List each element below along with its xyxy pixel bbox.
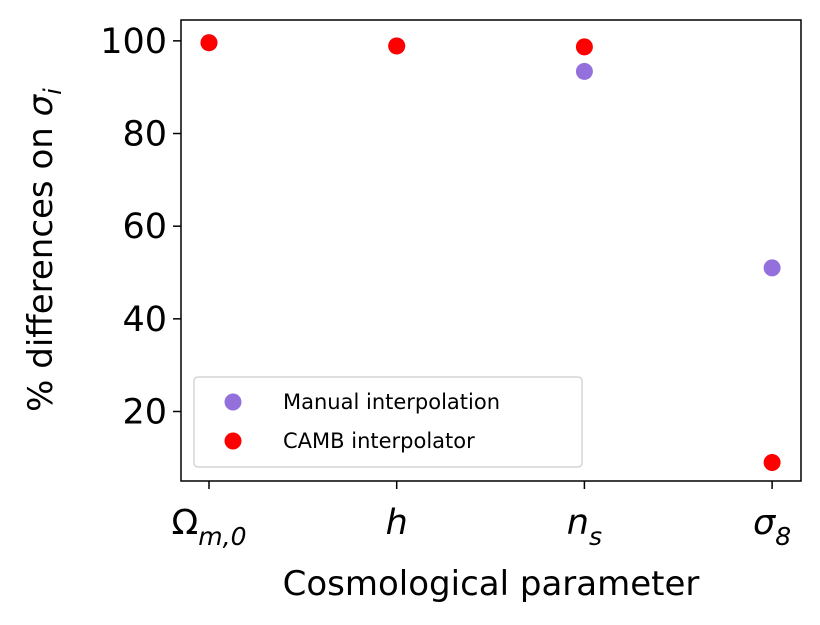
point-camb-interpolator-3 xyxy=(763,453,781,471)
x-tick-label-1: h xyxy=(386,503,408,543)
data-points xyxy=(200,34,781,471)
x-tick-label-3: σ8 xyxy=(753,503,791,551)
y-tick-label-20: 20 xyxy=(122,393,167,433)
point-manual-interpolation-2 xyxy=(575,62,593,80)
legend-marker-manual-interpolation xyxy=(224,393,242,411)
legend-label-manual-interpolation: Manual interpolation xyxy=(283,390,500,414)
x-tick-label-2: ns xyxy=(567,503,602,551)
legend-box xyxy=(193,376,583,468)
x-axis-label: Cosmological parameter xyxy=(283,564,700,604)
plot-frame xyxy=(180,19,802,482)
point-camb-interpolator-0 xyxy=(200,34,218,52)
legend-marker-camb-interpolator xyxy=(224,432,242,450)
legend: Manual interpolation CAMB interpolator xyxy=(193,376,583,468)
point-camb-interpolator-2 xyxy=(575,38,593,56)
legend-label-camb-interpolator: CAMB interpolator xyxy=(283,429,475,453)
y-tick-label-80: 80 xyxy=(122,115,167,155)
y-tick-label-100: 100 xyxy=(100,22,167,62)
y-axis-ticks: 20 40 60 80 100 xyxy=(100,22,181,433)
y-tick-label-40: 40 xyxy=(122,300,167,340)
y-axis-label: % differences on σi xyxy=(21,88,67,412)
x-tick-label-0: Ωm,0 xyxy=(172,503,247,551)
point-camb-interpolator-1 xyxy=(388,37,406,55)
y-tick-label-60: 60 xyxy=(122,207,167,247)
x-axis-ticks: Ωm,0 h ns σ8 xyxy=(172,481,791,551)
point-manual-interpolation-3 xyxy=(763,259,781,277)
